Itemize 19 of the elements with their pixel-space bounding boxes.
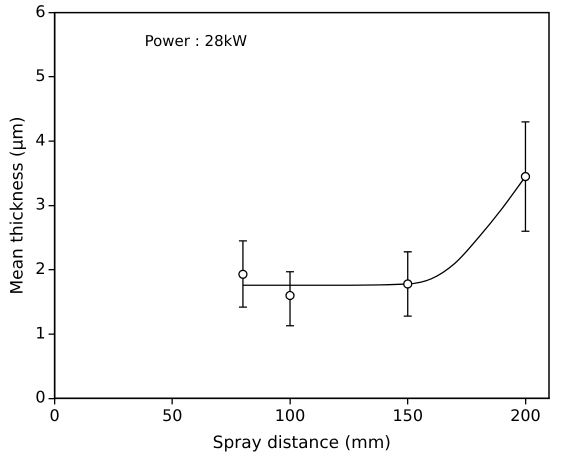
y-tick-label: 0 xyxy=(35,388,46,407)
x-tick-label: 200 xyxy=(510,406,541,426)
x-tick-label: 0 xyxy=(49,406,60,426)
y-tick-label: 3 xyxy=(35,194,46,214)
point xyxy=(520,172,530,182)
x-tick-label: 50 xyxy=(162,406,182,426)
x-axis-title: Spray distance (mm) xyxy=(212,433,391,454)
y-tick-label: 1 xyxy=(35,323,46,342)
y-axis-title: Mean thickness (μm) xyxy=(8,116,28,295)
annotation: Power : 28kW xyxy=(144,32,248,50)
point xyxy=(403,279,412,289)
x-tick-label: 150 xyxy=(392,406,424,426)
y-tick-label: 4 xyxy=(35,130,46,150)
point xyxy=(285,290,295,300)
y-tick-label: 2 xyxy=(35,258,46,278)
y-tick-label: 5 xyxy=(35,66,46,86)
x-tick-label: 100 xyxy=(274,406,306,426)
point xyxy=(238,270,248,279)
y-tick-label: 6 xyxy=(35,2,46,21)
